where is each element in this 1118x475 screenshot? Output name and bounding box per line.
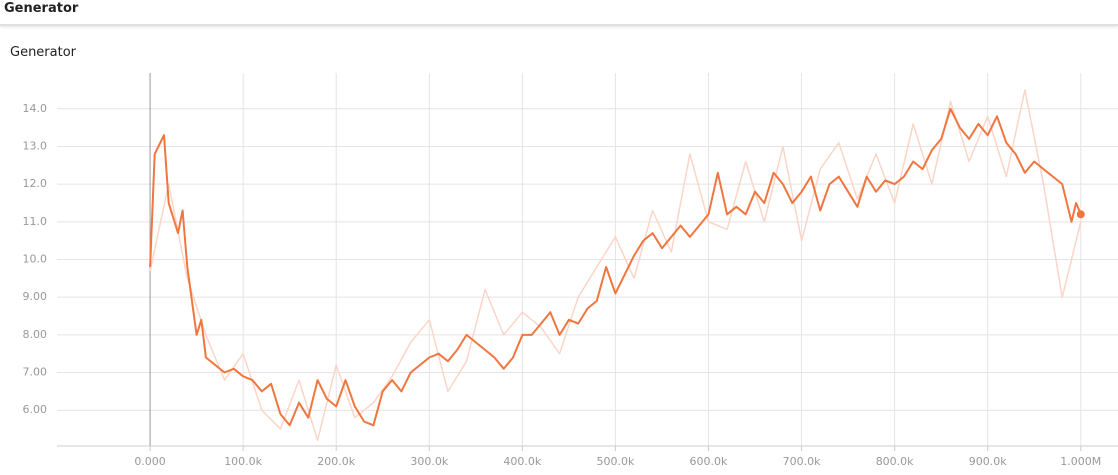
series-line xyxy=(149,107,1082,427)
y-tick-label: 12.0 xyxy=(23,177,48,190)
last-point xyxy=(1076,210,1085,219)
y-tick-label: 14.0 xyxy=(23,102,48,115)
x-tick-label: 300.0k xyxy=(410,455,448,468)
section-header[interactable]: Generator xyxy=(0,0,1118,26)
y-tick-label: 6.00 xyxy=(23,403,48,416)
x-tick-label: 1.000M xyxy=(1060,455,1101,468)
x-tick-label: 200.0k xyxy=(317,455,355,468)
y-tick-label: 10.0 xyxy=(23,253,48,266)
x-tick-label: 400.0k xyxy=(503,455,541,468)
x-tick-label: 0.000 xyxy=(134,455,166,468)
y-tick-label: 7.00 xyxy=(23,366,48,379)
y-tick-label: 11.0 xyxy=(23,215,48,228)
y-tick-label: 13.0 xyxy=(23,139,48,152)
y-tick-label: 8.00 xyxy=(23,328,48,341)
section-title: Generator xyxy=(4,1,79,16)
x-tick-label: 900.0k xyxy=(969,455,1007,468)
y-tick-label: 9.00 xyxy=(23,290,48,303)
x-tick-label: 700.0k xyxy=(783,455,821,468)
x-tick-label: 100.0k xyxy=(224,455,262,468)
x-tick-label: 800.0k xyxy=(876,455,914,468)
x-tick-label: 600.0k xyxy=(690,455,728,468)
x-tick-label: 500.0k xyxy=(596,455,634,468)
card-title: Generator xyxy=(10,45,77,60)
